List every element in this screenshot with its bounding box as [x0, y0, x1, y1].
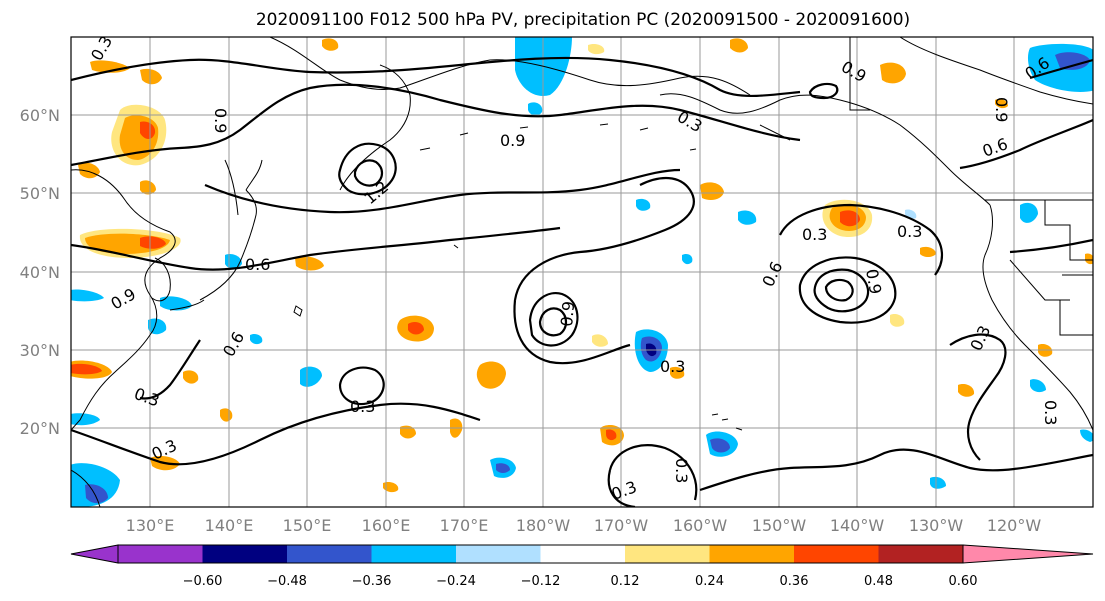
lat-label: 30°N — [20, 341, 60, 360]
coastlines — [71, 37, 1093, 507]
longitude-labels: 130°E 140°E 150°E 160°E 170°E 180°W 170°… — [126, 516, 1042, 535]
pv-contour-label: 0.9 — [211, 108, 230, 133]
pv-contours — [71, 56, 1093, 507]
colorbar-extend-min — [70, 544, 119, 564]
pv-contour-label: 0.3 — [660, 357, 685, 376]
colorbar-tick-label: −0.48 — [267, 574, 307, 589]
colorbar-swatch — [878, 545, 963, 563]
lon-label: 170°W — [594, 516, 649, 535]
colorbar-tick-label: 0.60 — [949, 574, 978, 589]
colorbar-swatch — [118, 545, 203, 563]
pv-contour-label: 0.3 — [802, 225, 827, 244]
pv-contour-label: 0.9 — [862, 267, 885, 295]
colorbar-swatch — [625, 545, 710, 563]
pv-contour-label: 0.9 — [500, 131, 525, 150]
colorbar-swatch — [794, 545, 879, 563]
colorbar-swatch — [202, 545, 287, 563]
lat-label: 60°N — [20, 106, 60, 125]
lon-label: 180°W — [516, 516, 571, 535]
pv-contour-label: 0.3 — [672, 458, 691, 483]
colorbar-tick-label: −0.24 — [436, 574, 476, 589]
lon-label: 130°E — [126, 516, 175, 535]
colorbar-tick-label: −0.36 — [352, 574, 392, 589]
colorbar-swatch — [709, 545, 794, 563]
precipitation-shading — [71, 37, 1093, 507]
lon-label: 160°W — [673, 516, 728, 535]
colorbar-tick-label: −0.60 — [183, 574, 223, 589]
colorbar-tick-label: 0.12 — [611, 574, 640, 589]
lat-label: 20°N — [20, 419, 60, 438]
lon-label: 150°W — [752, 516, 807, 535]
colorbar-extend-max — [962, 544, 1094, 564]
lon-label: 160°E — [362, 516, 411, 535]
colorbar-swatch — [540, 545, 625, 563]
lon-label: 140°W — [830, 516, 885, 535]
colorbar-swatch — [287, 545, 372, 563]
colorbar-swatch — [371, 545, 456, 563]
political-borders — [849, 37, 1093, 336]
colorbar-swatch — [456, 545, 541, 563]
graticule — [71, 37, 1093, 507]
map-frame — [70, 36, 1094, 508]
lat-label: 40°N — [20, 263, 60, 282]
lon-label: 170°E — [440, 516, 489, 535]
colorbar-tick-label: 0.48 — [864, 574, 893, 589]
lon-label: 150°E — [283, 516, 332, 535]
lon-label: 120°W — [987, 516, 1042, 535]
lat-label: 50°N — [20, 184, 60, 203]
lon-label: 130°W — [909, 516, 964, 535]
colorbar-tick-label: 0.36 — [780, 574, 809, 589]
lon-label: 140°E — [205, 516, 254, 535]
pv-contour-label: 0.3 — [1041, 400, 1060, 425]
colorbar-tick-label: −0.12 — [521, 574, 561, 589]
pv-contour-label: 0.6 — [245, 255, 270, 274]
latitude-labels: 60°N 50°N 40°N 30°N 20°N — [20, 106, 60, 438]
colorbar-tick-label: 0.24 — [695, 574, 724, 589]
precip-negative-blobs — [71, 37, 1093, 507]
pv-contour-label: 0.3 — [897, 222, 922, 241]
pv-contour-label: 0.9 — [992, 97, 1011, 122]
colorbar-outline — [117, 544, 964, 564]
chart-title: 2020091100 F012 500 hPa PV, precipitatio… — [256, 10, 910, 30]
pv-contour-label: 0.9 — [557, 300, 578, 327]
colorbar: −0.60 −0.48 −0.36 −0.24 −0.12 0.12 0.24 … — [70, 544, 1094, 589]
map-panel: 0.3 0.9 0.9 1.2 0.6 0.9 0.6 0.3 0.3 0.3 … — [70, 32, 1094, 508]
pv-contour-label: 0.3 — [350, 397, 375, 416]
